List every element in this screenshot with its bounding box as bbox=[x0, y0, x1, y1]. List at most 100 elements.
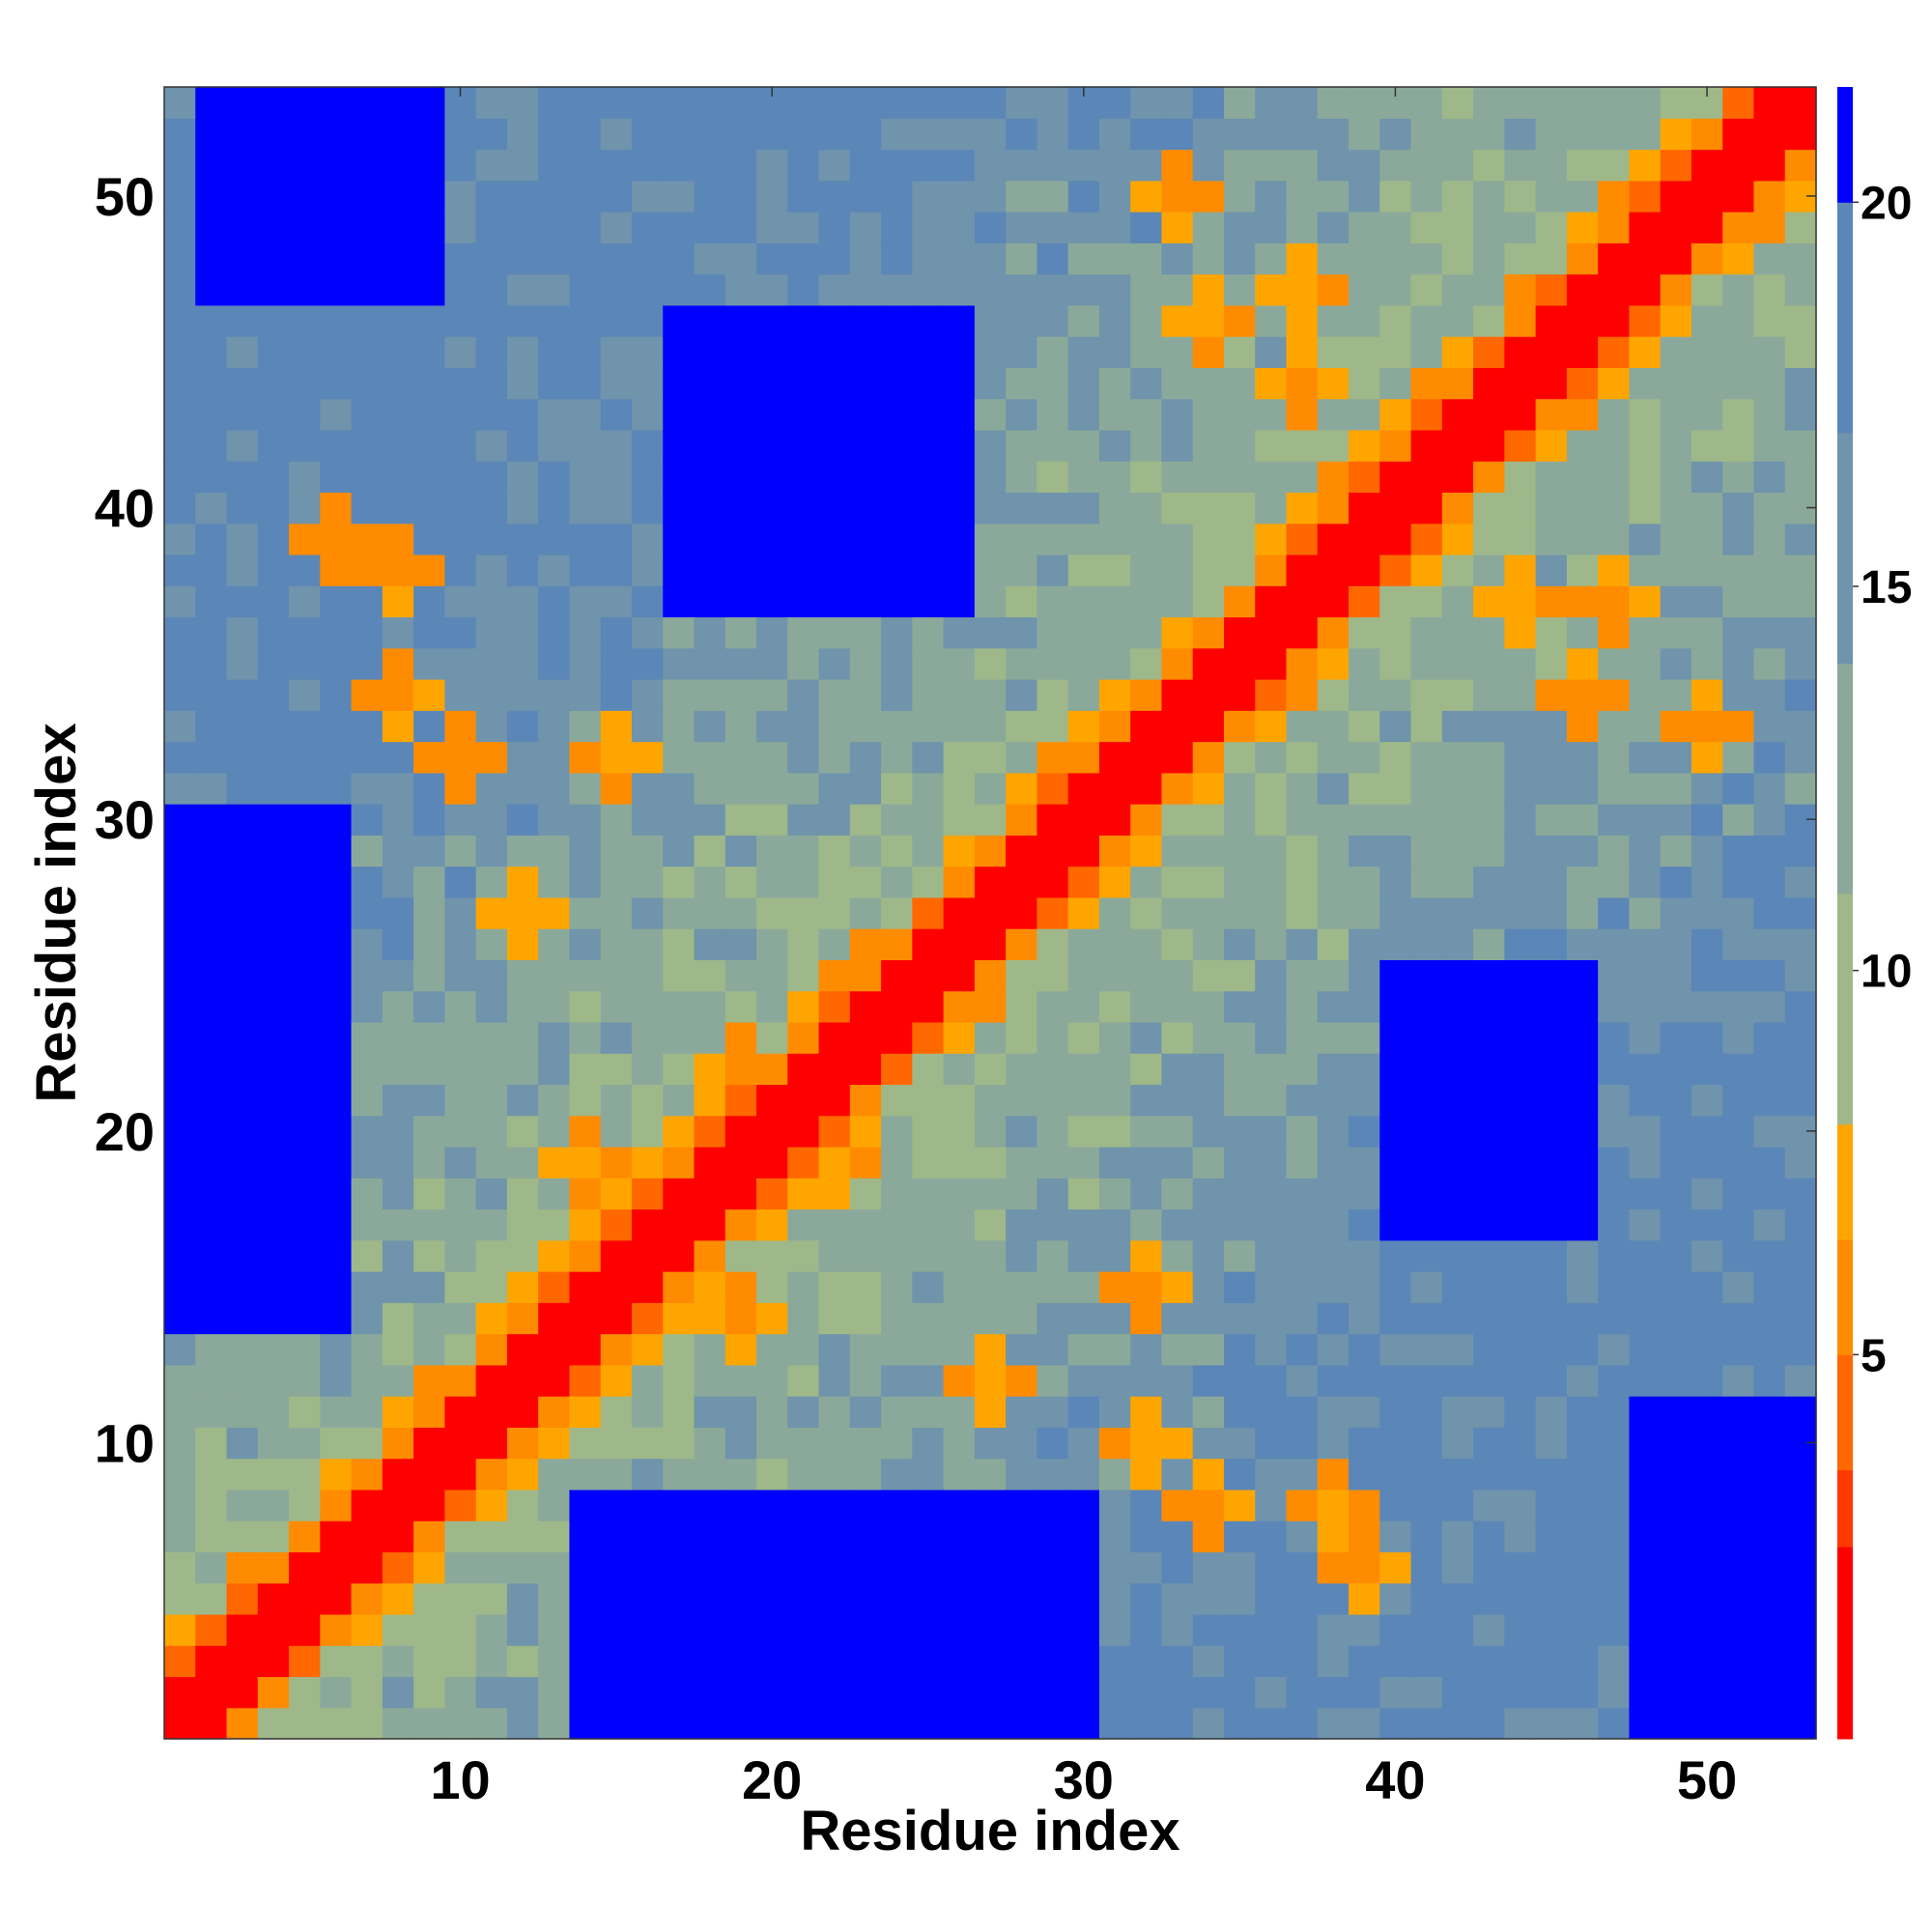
heatmap-cell bbox=[881, 1520, 913, 1553]
heatmap-cell bbox=[320, 118, 353, 151]
heatmap-cell bbox=[1161, 1396, 1194, 1428]
heatmap-cell bbox=[538, 87, 571, 119]
heatmap-cell bbox=[1504, 959, 1537, 992]
heatmap-cell bbox=[289, 242, 321, 275]
heatmap-cell bbox=[1379, 1239, 1412, 1272]
heatmap-cell bbox=[1441, 896, 1474, 929]
heatmap-cell bbox=[1067, 1489, 1100, 1521]
heatmap-cell bbox=[818, 1489, 851, 1521]
heatmap-cell bbox=[1629, 1178, 1662, 1210]
heatmap-cell bbox=[382, 1146, 414, 1179]
heatmap-cell bbox=[787, 1707, 820, 1740]
heatmap-cell bbox=[1130, 1707, 1163, 1740]
heatmap-cell bbox=[195, 118, 228, 151]
heatmap-cell bbox=[849, 1178, 882, 1210]
heatmap-cell bbox=[1441, 1676, 1474, 1709]
heatmap-cell bbox=[1067, 1551, 1100, 1584]
heatmap-cell bbox=[1130, 616, 1163, 649]
heatmap-cell bbox=[413, 959, 445, 992]
heatmap-cell bbox=[1410, 647, 1443, 680]
heatmap-cell bbox=[1255, 710, 1288, 743]
heatmap-cell bbox=[663, 242, 696, 275]
heatmap-cell bbox=[631, 616, 664, 649]
heatmap-cell bbox=[818, 461, 851, 494]
heatmap-cell bbox=[1192, 804, 1225, 836]
heatmap-cell bbox=[787, 1333, 820, 1366]
heatmap-cell bbox=[1690, 118, 1723, 151]
heatmap-cell bbox=[1598, 336, 1631, 368]
heatmap-cell bbox=[1504, 242, 1537, 275]
heatmap-cell bbox=[1006, 149, 1037, 182]
heatmap-cell bbox=[164, 1271, 196, 1303]
heatmap-cell bbox=[320, 212, 353, 243]
heatmap-cell bbox=[382, 959, 414, 992]
heatmap-cell bbox=[724, 585, 757, 618]
heatmap-cell bbox=[1161, 585, 1194, 618]
heatmap-cell bbox=[1161, 336, 1194, 368]
heatmap-cell bbox=[257, 1458, 290, 1491]
heatmap-cell bbox=[600, 990, 633, 1023]
heatmap-cell bbox=[1161, 429, 1194, 462]
heatmap-cell bbox=[320, 1427, 353, 1460]
heatmap-cell bbox=[974, 461, 1007, 494]
heatmap-cell bbox=[289, 87, 321, 119]
heatmap-cell bbox=[1379, 461, 1412, 494]
heatmap-cell bbox=[1098, 1364, 1131, 1397]
heatmap-cell bbox=[289, 1645, 321, 1678]
heatmap-cell bbox=[1441, 212, 1474, 243]
heatmap-cell bbox=[1037, 1115, 1069, 1148]
heatmap-cell bbox=[1098, 1489, 1131, 1521]
heatmap-cell bbox=[1566, 1645, 1599, 1678]
heatmap-cell bbox=[506, 835, 539, 867]
heatmap-cell bbox=[1753, 928, 1786, 960]
heatmap-cell bbox=[818, 959, 851, 992]
heatmap-cell bbox=[631, 1551, 664, 1584]
heatmap-cell bbox=[849, 336, 882, 368]
y-tick-label: 30 bbox=[95, 789, 155, 850]
heatmap-cell bbox=[631, 1364, 664, 1397]
heatmap-cell bbox=[1098, 585, 1131, 618]
heatmap-cell bbox=[164, 1676, 196, 1709]
heatmap-cell bbox=[1473, 1613, 1505, 1646]
heatmap-cell bbox=[631, 1053, 664, 1086]
heatmap-cell bbox=[912, 1645, 945, 1678]
heatmap-cell bbox=[1192, 990, 1225, 1023]
heatmap-cell bbox=[818, 242, 851, 275]
heatmap-cell bbox=[1286, 866, 1319, 898]
heatmap-cell bbox=[1286, 212, 1319, 243]
heatmap-cell bbox=[600, 647, 633, 680]
heatmap-cell bbox=[1349, 304, 1380, 337]
heatmap-cell bbox=[1753, 1084, 1786, 1117]
heatmap-cell bbox=[1441, 741, 1474, 774]
heatmap-cell bbox=[974, 1489, 1007, 1521]
heatmap-cell bbox=[663, 1582, 696, 1615]
heatmap-cell bbox=[1722, 990, 1755, 1023]
heatmap-cell bbox=[475, 1239, 508, 1272]
heatmap-cell bbox=[1566, 1613, 1599, 1646]
heatmap-cell bbox=[444, 1582, 477, 1615]
heatmap-cell bbox=[663, 896, 696, 929]
heatmap-cell bbox=[1006, 772, 1037, 805]
heatmap-cell bbox=[1441, 429, 1474, 462]
heatmap-cell bbox=[1223, 1178, 1256, 1210]
heatmap-cell bbox=[1473, 1178, 1505, 1210]
heatmap-cell bbox=[881, 1146, 913, 1179]
heatmap-cell bbox=[289, 647, 321, 680]
heatmap-cell bbox=[1161, 959, 1194, 992]
heatmap-cell bbox=[195, 554, 228, 586]
heatmap-cell bbox=[849, 896, 882, 929]
heatmap-cell bbox=[1161, 398, 1194, 431]
heatmap-cell bbox=[1660, 461, 1692, 494]
heatmap-cell bbox=[818, 1271, 851, 1303]
heatmap-cell bbox=[413, 741, 445, 774]
heatmap-cell bbox=[1379, 242, 1412, 275]
heatmap-cell bbox=[1161, 1520, 1194, 1553]
heatmap-cell bbox=[756, 398, 788, 431]
heatmap-cell bbox=[1722, 336, 1755, 368]
heatmap-cell bbox=[1317, 1208, 1350, 1241]
heatmap-cell bbox=[1255, 554, 1288, 586]
heatmap-cell bbox=[475, 1084, 508, 1117]
heatmap-cell bbox=[694, 928, 726, 960]
heatmap-cell bbox=[413, 523, 445, 555]
